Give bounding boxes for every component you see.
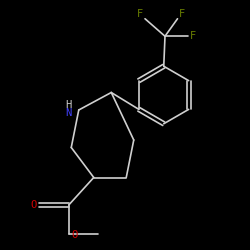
Text: O: O [30, 200, 36, 210]
Text: H: H [65, 100, 71, 110]
Text: F: F [190, 31, 196, 41]
Text: N: N [65, 108, 71, 118]
Text: F: F [179, 9, 185, 19]
Text: F: F [138, 9, 143, 19]
Text: O: O [71, 230, 78, 240]
